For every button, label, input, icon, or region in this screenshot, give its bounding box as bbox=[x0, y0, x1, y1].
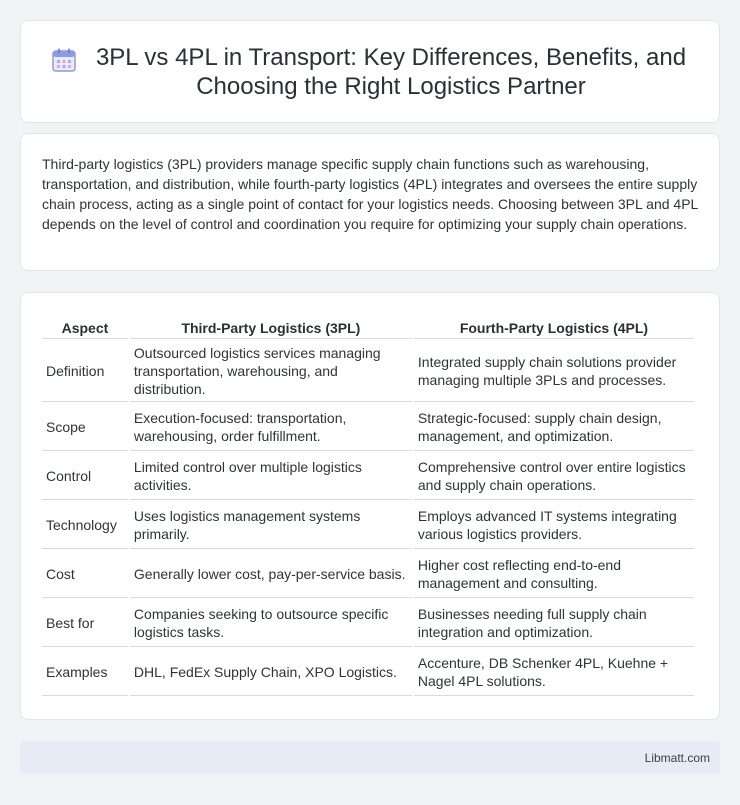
header-aspect: Aspect bbox=[42, 315, 128, 339]
table-row: Best for Companies seeking to outsource … bbox=[42, 600, 694, 647]
row-aspect: Scope bbox=[42, 404, 128, 451]
page-title: 3PL vs 4PL in Transport: Key Differences… bbox=[95, 43, 687, 100]
row-4pl: Employs advanced IT systems integrating … bbox=[413, 502, 694, 549]
comparison-table: Aspect Third-Party Logistics (3PL) Fourt… bbox=[40, 313, 696, 698]
row-aspect: Examples bbox=[42, 649, 128, 696]
calendar-icon bbox=[52, 48, 76, 72]
row-4pl: Businesses needing full supply chain int… bbox=[413, 600, 694, 647]
table-row: Cost Generally lower cost, pay-per-servi… bbox=[42, 551, 694, 598]
comparison-card: Aspect Third-Party Logistics (3PL) Fourt… bbox=[20, 292, 720, 720]
row-3pl: Companies seeking to outsource specific … bbox=[129, 600, 412, 647]
row-3pl: Execution-focused: transportation, wareh… bbox=[129, 404, 412, 451]
row-4pl: Accenture, DB Schenker 4PL, Kuehne + Nag… bbox=[413, 649, 694, 696]
row-4pl: Comprehensive control over entire logist… bbox=[413, 453, 694, 500]
row-aspect: Cost bbox=[42, 551, 128, 598]
row-4pl: Strategic-focused: supply chain design, … bbox=[413, 404, 694, 451]
header-3pl: Third-Party Logistics (3PL) bbox=[129, 315, 412, 339]
row-aspect: Definition bbox=[42, 341, 128, 402]
table-row: Control Limited control over multiple lo… bbox=[42, 453, 694, 500]
table-row: Scope Execution-focused: transportation,… bbox=[42, 404, 694, 451]
row-4pl: Higher cost reflecting end-to-end manage… bbox=[413, 551, 694, 598]
row-3pl: Uses logistics management systems primar… bbox=[129, 502, 412, 549]
row-3pl: Limited control over multiple logistics … bbox=[129, 453, 412, 500]
table-row: Examples DHL, FedEx Supply Chain, XPO Lo… bbox=[42, 649, 694, 696]
footer-bar: Libmatt.com bbox=[20, 741, 720, 774]
row-4pl: Integrated supply chain solutions provid… bbox=[413, 341, 694, 402]
title-card: 3PL vs 4PL in Transport: Key Differences… bbox=[20, 20, 720, 123]
row-3pl: Outsourced logistics services managing t… bbox=[129, 341, 412, 402]
table-row: Technology Uses logistics management sys… bbox=[42, 502, 694, 549]
title-wrap: 3PL vs 4PL in Transport: Key Differences… bbox=[21, 43, 719, 101]
row-aspect: Technology bbox=[42, 502, 128, 549]
row-3pl: DHL, FedEx Supply Chain, XPO Logistics. bbox=[129, 649, 412, 696]
row-aspect: Control bbox=[42, 453, 128, 500]
row-3pl: Generally lower cost, pay-per-service ba… bbox=[129, 551, 412, 598]
footer-site-link[interactable]: Libmatt.com bbox=[644, 750, 710, 765]
header-4pl: Fourth-Party Logistics (4PL) bbox=[413, 315, 694, 339]
intro-paragraph: Third-party logistics (3PL) providers ma… bbox=[42, 156, 698, 232]
row-aspect: Best for bbox=[42, 600, 128, 647]
table-row: Definition Outsourced logistics services… bbox=[42, 341, 694, 402]
table-header-row: Aspect Third-Party Logistics (3PL) Fourt… bbox=[42, 315, 694, 339]
intro-card: Third-party logistics (3PL) providers ma… bbox=[20, 133, 720, 271]
